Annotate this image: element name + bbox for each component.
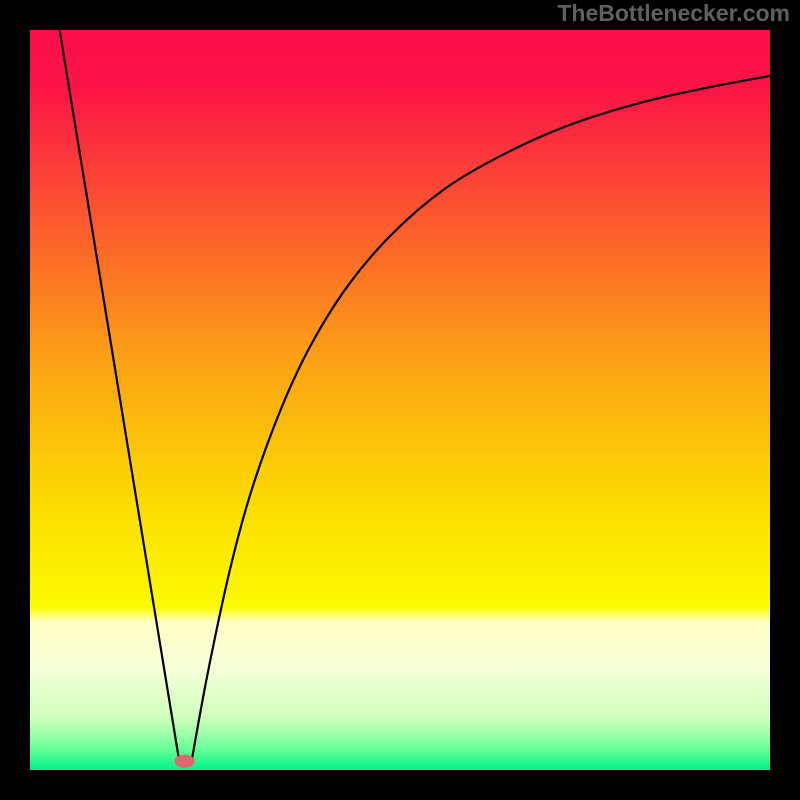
bottleneck-chart	[0, 0, 800, 800]
optimal-point-marker	[175, 755, 195, 768]
plot-gradient-background	[30, 30, 770, 770]
watermark-text: TheBottlenecker.com	[557, 0, 790, 27]
chart-container: TheBottlenecker.com	[0, 0, 800, 800]
